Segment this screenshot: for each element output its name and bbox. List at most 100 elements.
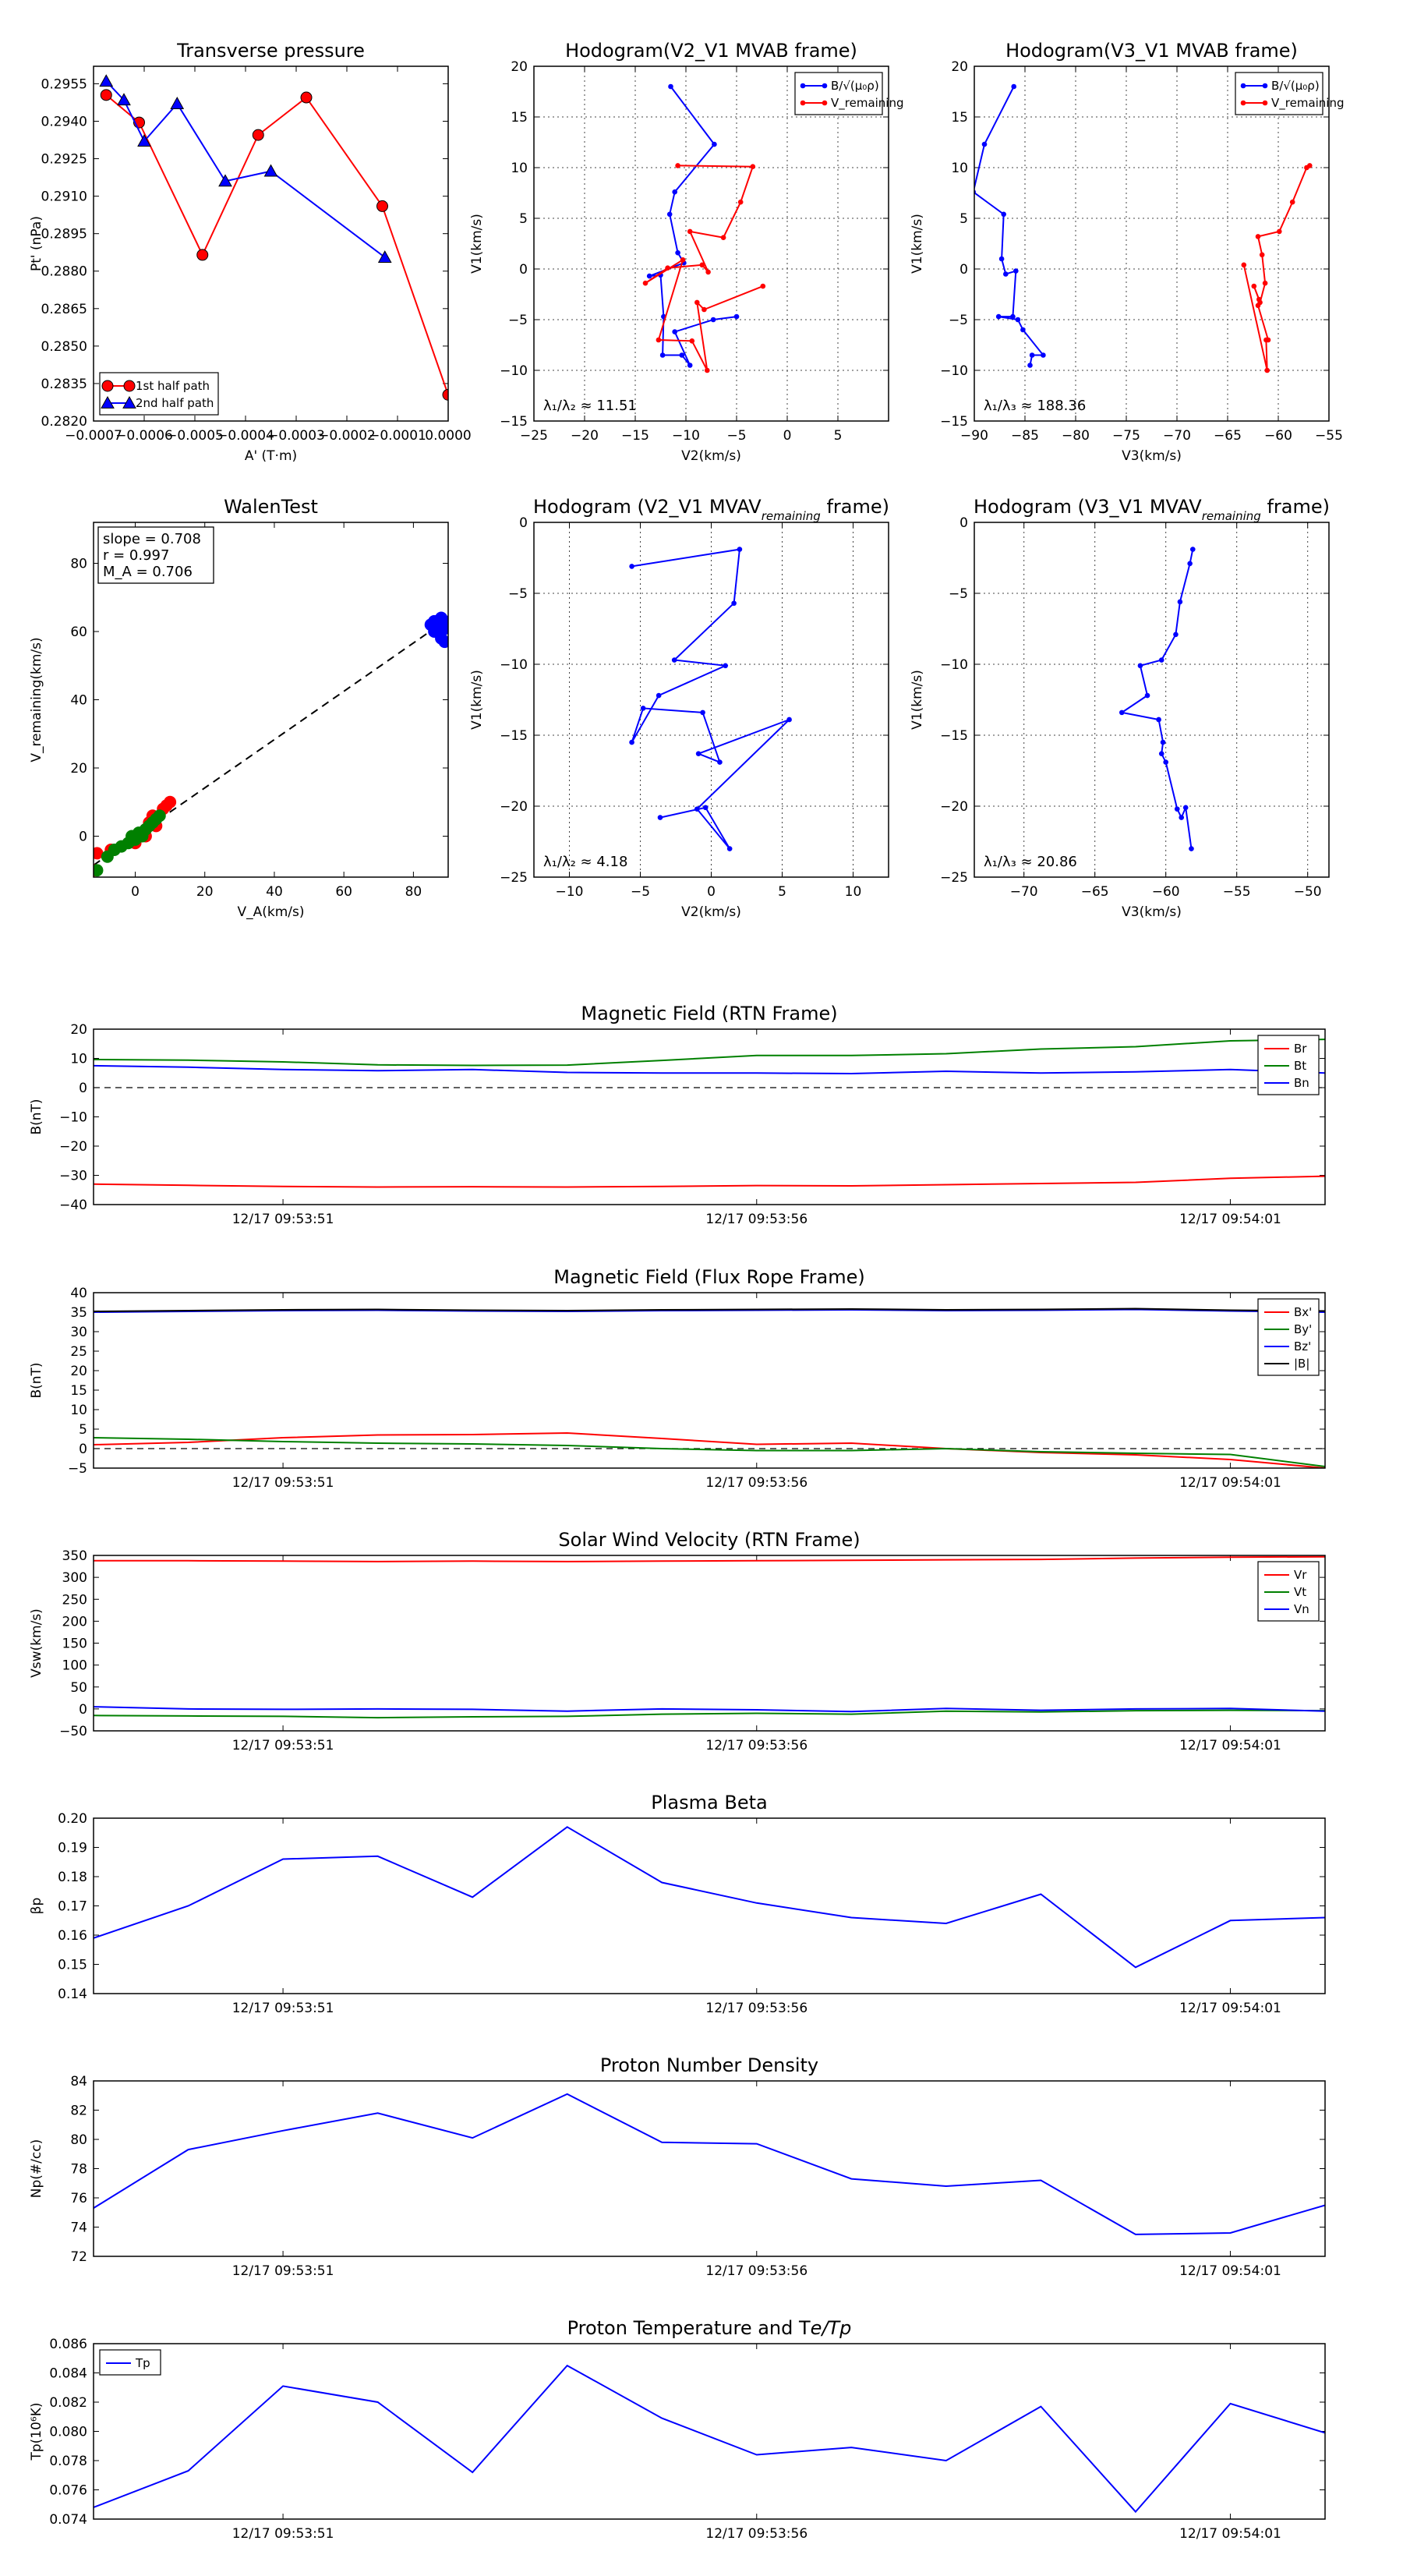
- hodogram-v3-v1-mvab-series-b-sqrt-mu0-rho--point: [981, 141, 988, 147]
- hodogram-v2-v1-mvab-series-b-sqrt-mu0-rho--point: [672, 329, 677, 334]
- hodogram-v2-v1-mvav-series-v-remaining-point: [656, 692, 662, 699]
- hodogram-v2-v1-mvav-axes-frame: [533, 522, 889, 878]
- hodogram-v3-v1-mvab-title-text: Hodogram(V3_V1 MVAB frame): [1005, 40, 1298, 62]
- transverse-pressure-xtick-label: −0.0002: [318, 428, 376, 444]
- hodogram-v2-v1-mvav-series-v-remaining-point: [640, 706, 646, 711]
- proton-number-density-ytick-label: 80: [70, 2132, 87, 2148]
- proton-temperature-ytick-label: 0.086: [49, 2337, 87, 2352]
- hodogram-v3-v1-mvab-series-v-remaining-point: [1251, 283, 1257, 289]
- transverse-pressure-axes-frame: [93, 65, 449, 422]
- transverse-pressure-title: Transverse pressure: [176, 40, 365, 62]
- hodogram-v2-v1-mvav-series-v-remaining-point: [717, 759, 723, 765]
- hodogram-v3-v1-mvav-ytick-label: −10: [940, 657, 968, 673]
- hodogram-v3-v1-mvav-series-v-remaining-point: [1182, 805, 1189, 811]
- transverse-pressure-xtick-label: −0.0005: [166, 428, 224, 444]
- transverse-pressure-series-1st-half-path-point: [252, 129, 264, 141]
- magnetic-field-flux-rope-title-text: Magnetic Field (Flux Rope Frame): [553, 1266, 864, 1288]
- plasma-beta-plot-area: [94, 1826, 1325, 1969]
- hodogram-v3-v1-mvab-series-v-remaining-point: [1263, 337, 1269, 343]
- hodogram-v3-v1-mvav-series-v-remaining-point: [1144, 692, 1150, 699]
- proton-number-density-chart: Proton Number Density 12/17 09:53:51 12/17…: [29, 2054, 1326, 2279]
- hodogram-v2-v1-mvab-series-b-sqrt-mu0-rho--point: [710, 317, 716, 323]
- solar-wind-velocity-xtick-label: 12/17 09:53:51: [232, 1738, 334, 1753]
- hodogram-v2-v1-mvab-xlabel: V2(km/s): [681, 448, 741, 464]
- hodogram-v2-v1-mvab-chart: Hodogram(V2_V1 MVAB frame) −25 −20 −15 −10 −5…: [469, 40, 904, 464]
- magnetic-field-rtn-xtick-label: 12/17 09:53:51: [232, 1212, 334, 1227]
- hodogram-v3-v1-mvav-ylabel: V1(km/s): [910, 670, 925, 730]
- hodogram-v2-v1-mvab-legend-marker: [822, 83, 828, 89]
- transverse-pressure-series-2nd-half-path-point: [170, 97, 185, 109]
- magnetic-field-flux-rope-ytick-label: 40: [70, 1286, 87, 1301]
- magnetic-field-flux-rope-series-by--line: [94, 1437, 1325, 1467]
- hodogram-v2-v1-mvav-series-v-remaining-point: [737, 547, 743, 552]
- magnetic-field-flux-rope-series-bx--line: [94, 1431, 1325, 1468]
- solar-wind-velocity-chart: Solar Wind Velocity (RTN Frame) 12/17 09:…: [29, 1529, 1326, 1753]
- walen-test-xtick-label: 60: [335, 884, 352, 900]
- hodogram-v3-v1-mvab-series-b-sqrt-mu0-rho--point: [1003, 271, 1009, 277]
- transverse-pressure-legend-marker: [101, 380, 114, 392]
- hodogram-v2-v1-mvab-axes-frame: [533, 65, 889, 422]
- proton-temperature-title-text: Proton Temperature and T: [567, 2317, 811, 2339]
- hodogram-v2-v1-mvab-ytick-label: 10: [511, 161, 528, 176]
- hodogram-v3-v1-mvab-xtick-label: −70: [1163, 428, 1191, 444]
- walen-test-xtick-label: 0: [131, 884, 140, 900]
- transverse-pressure-xtick-label: −0.0001: [369, 428, 426, 444]
- hodogram-v2-v1-mvab-series-v-remaining-point: [750, 164, 756, 169]
- hodogram-v3-v1-mvav-axes-frame: [974, 522, 1330, 878]
- walen-test-ytick-label: 40: [70, 693, 87, 709]
- magnetic-field-rtn-ytick-label: −20: [59, 1139, 87, 1155]
- plasma-beta-xtick-label: 12/17 09:53:56: [705, 2001, 808, 2016]
- solar-wind-velocity-ytick-label: 250: [62, 1592, 87, 1608]
- magnetic-field-flux-rope-chart: Magnetic Field (Flux Rope Frame) 12/17 09…: [29, 1266, 1326, 1491]
- hodogram-v2-v1-mvab-series-v-remaining-point: [656, 337, 662, 343]
- hodogram-v2-v1-mvab-series-v-remaining-point: [687, 228, 693, 235]
- hodogram-v2-v1-mvab-legend-marker: [800, 100, 806, 106]
- hodogram-v2-v1-mvab-legend-marker: [800, 83, 806, 89]
- hodogram-v3-v1-mvab-legend-marker: [1262, 83, 1268, 89]
- magnetic-field-flux-rope-axes-frame: [93, 1292, 1326, 1469]
- transverse-pressure-ylabel: Pt' (nPa): [29, 216, 44, 271]
- hodogram-v2-v1-mvav-series-v-remaining-point: [700, 709, 705, 716]
- hodogram-v2-v1-mvav-series-v-remaining-point: [629, 739, 634, 745]
- hodogram-v3-v1-mvab-series-b-sqrt-mu0-rho--point: [1013, 268, 1019, 274]
- magnetic-field-rtn-legend-label: Bt: [1294, 1059, 1306, 1073]
- hodogram-v2-v1-mvab-series-b-sqrt-mu0-rho--line: [648, 86, 737, 366]
- hodogram-v3-v1-mvab-series-b-sqrt-mu0-rho--point: [1001, 211, 1006, 218]
- hodogram-v2-v1-mvav-annotation: λ₁/λ₂ ≈ 4.18: [543, 854, 627, 870]
- hodogram-v3-v1-mvab-ytick-label: −10: [940, 363, 968, 379]
- solar-wind-velocity-ytick-label: 350: [62, 1548, 87, 1564]
- hodogram-v2-v1-mvav-series-v-remaining-point: [695, 751, 702, 756]
- plasma-beta-series-beta-p-line: [94, 1826, 1325, 1969]
- hodogram-v2-v1-mvab-series-v-remaining-point: [720, 235, 726, 241]
- hodogram-v2-v1-mvab-series-v-remaining-point: [675, 163, 680, 168]
- magnetic-field-rtn-xtick-label: 12/17 09:53:56: [705, 1212, 808, 1227]
- hodogram-v3-v1-mvab-axes-frame: [974, 65, 1330, 422]
- hodogram-v2-v1-mvav-title-subscript: remaining: [762, 509, 821, 523]
- hodogram-v2-v1-mvav-series-v-remaining-point: [786, 717, 792, 723]
- transverse-pressure-title-text: Transverse pressure: [176, 40, 365, 62]
- transverse-pressure-ytick-label: 0.2910: [41, 189, 87, 205]
- walen-test-ytick-label: 60: [70, 625, 87, 640]
- magnetic-field-rtn-axes-frame: [93, 1028, 1326, 1205]
- hodogram-v3-v1-mvab-ytick-label: 10: [951, 161, 968, 176]
- walen-test-xtick-label: 80: [405, 884, 422, 900]
- hodogram-v2-v1-mvav-series-v-remaining-point: [671, 657, 677, 663]
- hodogram-v3-v1-mvav-plot-area: [1119, 547, 1196, 851]
- walen-test-series-red-point: [94, 847, 104, 860]
- hodogram-v3-v1-mvav-xtick-label: −70: [1010, 884, 1038, 900]
- magnetic-field-flux-rope-ylabel: B(nT): [29, 1362, 44, 1398]
- hodogram-v3-v1-mvab-series-b-sqrt-mu0-rho--point: [1029, 352, 1035, 358]
- solar-wind-velocity-title-text: Solar Wind Velocity (RTN Frame): [558, 1529, 860, 1551]
- plasma-beta-ytick-label: 0.17: [58, 1899, 87, 1915]
- hodogram-v2-v1-mvav-series-v-remaining-point: [726, 846, 733, 851]
- hodogram-v2-v1-mvav-series-v-remaining-point: [629, 564, 634, 569]
- transverse-pressure-series-2nd-half-path-point: [117, 93, 131, 106]
- hodogram-v2-v1-mvab-series-v-remaining-point: [689, 338, 695, 344]
- hodogram-v2-v1-mvab-ytick-label: 5: [519, 211, 528, 227]
- transverse-pressure-series-1st-half-path-point: [300, 91, 313, 104]
- magnetic-field-rtn-series-br-line: [94, 1175, 1325, 1188]
- transverse-pressure-series-1st-half-path-point: [376, 200, 388, 212]
- transverse-pressure-xlabel: A' (T·m): [245, 448, 297, 464]
